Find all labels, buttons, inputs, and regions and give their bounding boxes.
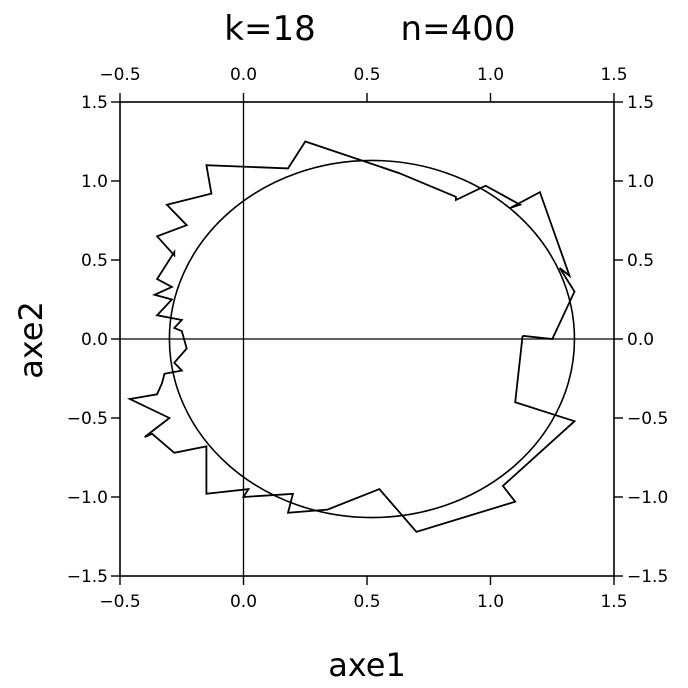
y-right-tick-label: −1.0 [627,488,668,508]
x-tick-label: 1.0 [477,592,504,612]
y-right-tick-label: −1.5 [627,567,668,587]
y-right-tick-label: 1.0 [627,172,654,192]
y-right-tick-label: 0.5 [627,251,654,271]
ellipse-curve [168,159,576,519]
y-tick-label: −1.0 [67,488,108,508]
x-tick-label: 0.0 [230,592,257,612]
y-tick-label: 0.5 [81,251,108,271]
x-top-tick-label: 0.5 [353,65,380,85]
sample-path-series [126,140,577,533]
title-n: n=400 [401,9,516,49]
y-right-tick-label: 1.5 [627,93,654,113]
x-top-tick-label: 0.0 [230,65,257,85]
y-tick-label: 0.0 [81,330,108,350]
y-right-tick-label: 0.0 [627,330,654,350]
x-top-tick-label: 1.0 [477,65,504,85]
y-right-tick-label: −0.5 [627,409,668,429]
x-top-tick-label: −0.5 [99,65,140,85]
x-top-tick-label: 1.5 [600,65,627,85]
y-tick-label: 1.0 [81,172,108,192]
x-tick-label: 1.5 [600,592,627,612]
y-axis-label: axe2 [12,301,50,379]
y-tick-label: −1.5 [67,567,108,587]
plot-layer: −0.5 0.0 0.5 1.0 1.5−0.5 0.0 0.5 1.0 1.51.51.00.… [67,65,669,612]
x-axis-label: axe1 [328,646,406,684]
title-k: k=18 [224,9,315,49]
x-tick-label: −0.5 [99,592,140,612]
y-tick-label: 1.5 [81,93,108,113]
x-tick-label: 0.5 [353,592,380,612]
y-tick-label: −0.5 [67,409,108,429]
